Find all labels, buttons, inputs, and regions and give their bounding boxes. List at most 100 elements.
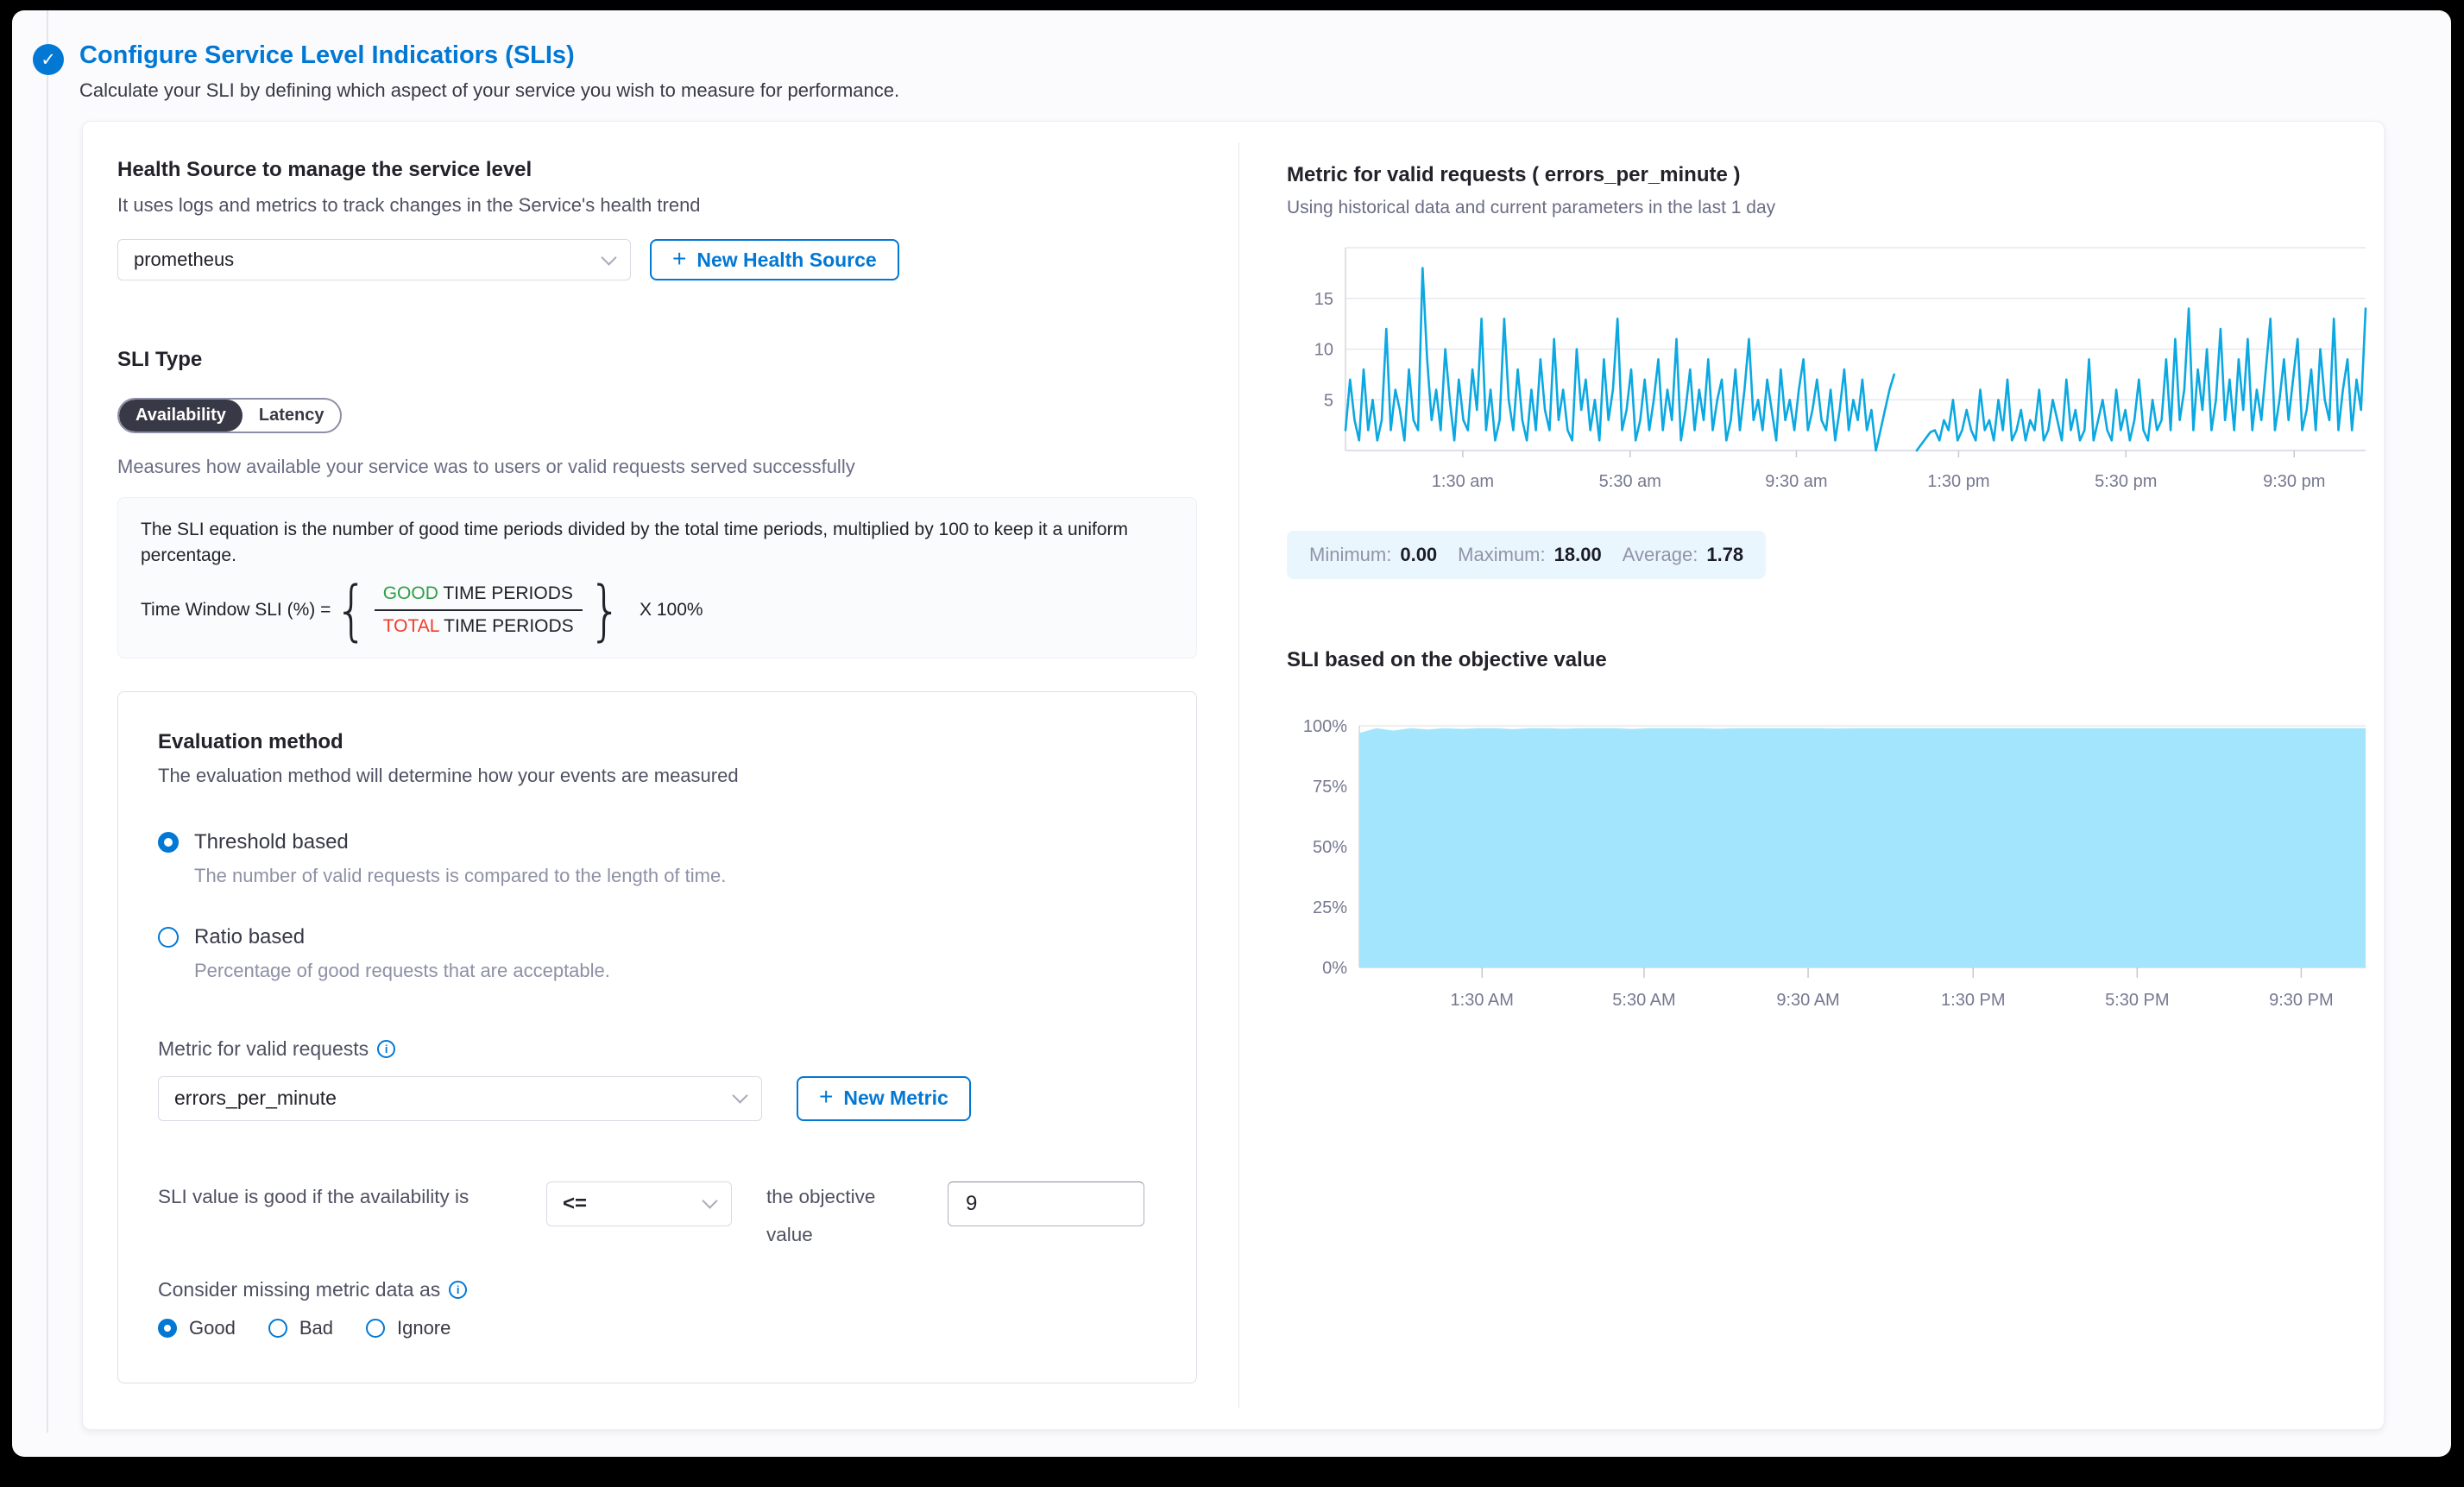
page-subtitle: Calculate your SLI by defining which asp…	[79, 79, 900, 101]
svg-text:5:30 PM: 5:30 PM	[2105, 991, 2169, 1010]
ratio-description: Percentage of good requests that are acc…	[194, 959, 610, 981]
metric-select[interactable]: errors_per_minute	[158, 1075, 762, 1121]
step-check-icon: ✓	[33, 44, 64, 75]
sli-config-card: Health Source to manage the service leve…	[82, 121, 2385, 1430]
missing-options-row: Good Bad Ignore	[158, 1317, 1156, 1339]
total-text: TOTAL	[382, 615, 439, 636]
plus-icon: +	[672, 244, 687, 272]
metric-chart-subtitle: Using historical data and current parame…	[1287, 198, 1776, 217]
objective-value-input[interactable]	[948, 1181, 1144, 1226]
svg-text:100%: 100%	[1303, 717, 1347, 736]
equation-fraction: GOOD TIME PERIODS TOTAL TIME PERIODS	[374, 582, 583, 639]
svg-text:5: 5	[1324, 391, 1333, 410]
svg-text:5:30 am: 5:30 am	[1599, 472, 1661, 491]
objective-middle-label: the objective value	[766, 1185, 876, 1245]
app-window: ✓ Configure Service Level Indicatiors (S…	[12, 10, 2451, 1457]
svg-text:9:30 am: 9:30 am	[1765, 472, 1827, 491]
new-metric-label: New Metric	[843, 1087, 948, 1110]
right-brace: }	[588, 570, 622, 648]
radio-missing-good[interactable]: Good	[158, 1317, 236, 1339]
ratio-label: Ratio based	[194, 924, 306, 948]
average-value: 1.78	[1706, 544, 1744, 565]
sli-equation: Time Window SLI (%) = { GOOD TIME PERIOD…	[141, 570, 1174, 648]
equation-lhs: Time Window SLI (%) =	[141, 599, 331, 620]
metric-spike-chart: 5 10 15 1:30 am 5:30 am 9:30 am 1:30 pm 5:30 pm…	[1314, 247, 2367, 491]
metric-chart-title: Metric for valid requests ( errors_per_m…	[1287, 163, 1741, 186]
fraction-numerator: GOOD TIME PERIODS	[374, 582, 583, 611]
info-icon[interactable]: i	[449, 1280, 468, 1299]
svg-text:9:30 PM: 9:30 PM	[2269, 991, 2333, 1010]
equation-rhs: X 100%	[640, 599, 703, 620]
sli-type-description: Measures how available your service was …	[117, 456, 855, 477]
new-health-source-button[interactable]: + New Health Source	[650, 239, 899, 280]
svg-text:75%: 75%	[1313, 778, 1347, 797]
info-icon[interactable]: i	[377, 1039, 396, 1058]
chevron-down-icon	[601, 249, 617, 266]
average-label: Average:	[1622, 544, 1698, 565]
svg-text:1:30 AM: 1:30 AM	[1451, 991, 1514, 1010]
metric-stats-bar: Minimum: 0.00 Maximum: 18.00 Average: 1.…	[1287, 531, 1767, 579]
radio-unselected-icon[interactable]	[365, 1318, 385, 1338]
comparator-select[interactable]: <=	[546, 1181, 732, 1226]
svg-text:1:30 am: 1:30 am	[1432, 472, 1494, 491]
sli-type-toggle: Availability Latency	[117, 398, 343, 433]
radio-selected-icon[interactable]	[158, 831, 179, 853]
metric-valid-requests-label: Metric for valid requests i	[158, 1037, 1156, 1061]
left-column: Health Source to manage the service leve…	[117, 158, 1239, 1383]
radio-unselected-icon[interactable]	[158, 926, 179, 948]
health-source-select[interactable]: prometheus	[117, 239, 631, 280]
missing-metric-label: Consider missing metric data as i	[158, 1278, 1156, 1301]
radio-threshold-based[interactable]: Threshold based	[158, 830, 1156, 854]
sli-area-chart: 0% 25% 50% 75% 100% 1:30 AM 5:30 AM 9:30 AM 1:30…	[1303, 717, 2366, 1010]
tab-latency[interactable]: Latency	[258, 406, 325, 425]
new-metric-button[interactable]: + New Metric	[797, 1075, 971, 1121]
radio-unselected-icon[interactable]	[268, 1318, 287, 1338]
good-label: Good	[189, 1316, 236, 1339]
tab-availability[interactable]: Availability	[119, 400, 243, 432]
svg-text:5:30 pm: 5:30 pm	[2095, 472, 2157, 491]
stepper-line	[47, 10, 48, 1433]
radio-missing-bad[interactable]: Bad	[268, 1317, 333, 1339]
health-source-selected-value: prometheus	[134, 249, 235, 270]
threshold-description: The number of valid requests is compared…	[194, 864, 727, 886]
denominator-rest: TIME PERIODS	[438, 615, 574, 636]
minimum-value: 0.00	[1400, 544, 1438, 565]
svg-text:15: 15	[1314, 290, 1333, 309]
numerator-rest: TIME PERIODS	[438, 583, 573, 603]
metric-row: errors_per_minute + New Metric	[158, 1075, 1156, 1121]
left-brace: {	[335, 570, 369, 648]
svg-text:9:30 pm: 9:30 pm	[2263, 472, 2325, 491]
svg-text:0%: 0%	[1322, 959, 1347, 978]
column-divider	[1238, 142, 1239, 1408]
fraction-denominator: TOTAL TIME PERIODS	[375, 611, 583, 639]
health-source-description: It uses logs and metrics to track change…	[117, 194, 701, 216]
check-icon: ✓	[41, 49, 56, 70]
health-source-heading: Health Source to manage the service leve…	[117, 158, 533, 181]
svg-text:50%: 50%	[1313, 838, 1347, 857]
objective-prefix-label: SLI value is good if the availability is	[158, 1185, 469, 1207]
good-text: GOOD	[382, 583, 438, 603]
plus-icon: +	[819, 1083, 834, 1111]
radio-ratio-based[interactable]: Ratio based	[158, 925, 1156, 949]
comparator-value: <=	[563, 1191, 588, 1215]
radio-selected-icon[interactable]	[158, 1318, 177, 1338]
svg-text:1:30 PM: 1:30 PM	[1941, 991, 2005, 1010]
maximum-value: 18.00	[1553, 544, 1602, 565]
objective-row: SLI value is good if the availability is…	[158, 1178, 1156, 1254]
evaluation-description: The evaluation method will determine how…	[158, 764, 739, 786]
bad-label: Bad	[299, 1316, 333, 1339]
sli-equation-note: The SLI equation is the number of good t…	[141, 520, 1128, 566]
right-column: Metric for valid requests ( errors_per_m…	[1287, 163, 2371, 1013]
svg-text:10: 10	[1314, 341, 1333, 360]
metric-label-text: Metric for valid requests	[158, 1036, 369, 1060]
radio-missing-ignore[interactable]: Ignore	[365, 1316, 451, 1339]
evaluation-heading: Evaluation method	[158, 729, 343, 753]
chevron-down-icon	[732, 1087, 748, 1105]
metric-selected-value: errors_per_minute	[174, 1087, 337, 1110]
svg-text:1:30 pm: 1:30 pm	[1927, 472, 1989, 491]
maximum-label: Maximum:	[1458, 544, 1546, 565]
sli-chart-title: SLI based on the objective value	[1287, 648, 1607, 671]
ignore-label: Ignore	[396, 1316, 451, 1339]
sli-type-heading: SLI Type	[117, 348, 203, 371]
